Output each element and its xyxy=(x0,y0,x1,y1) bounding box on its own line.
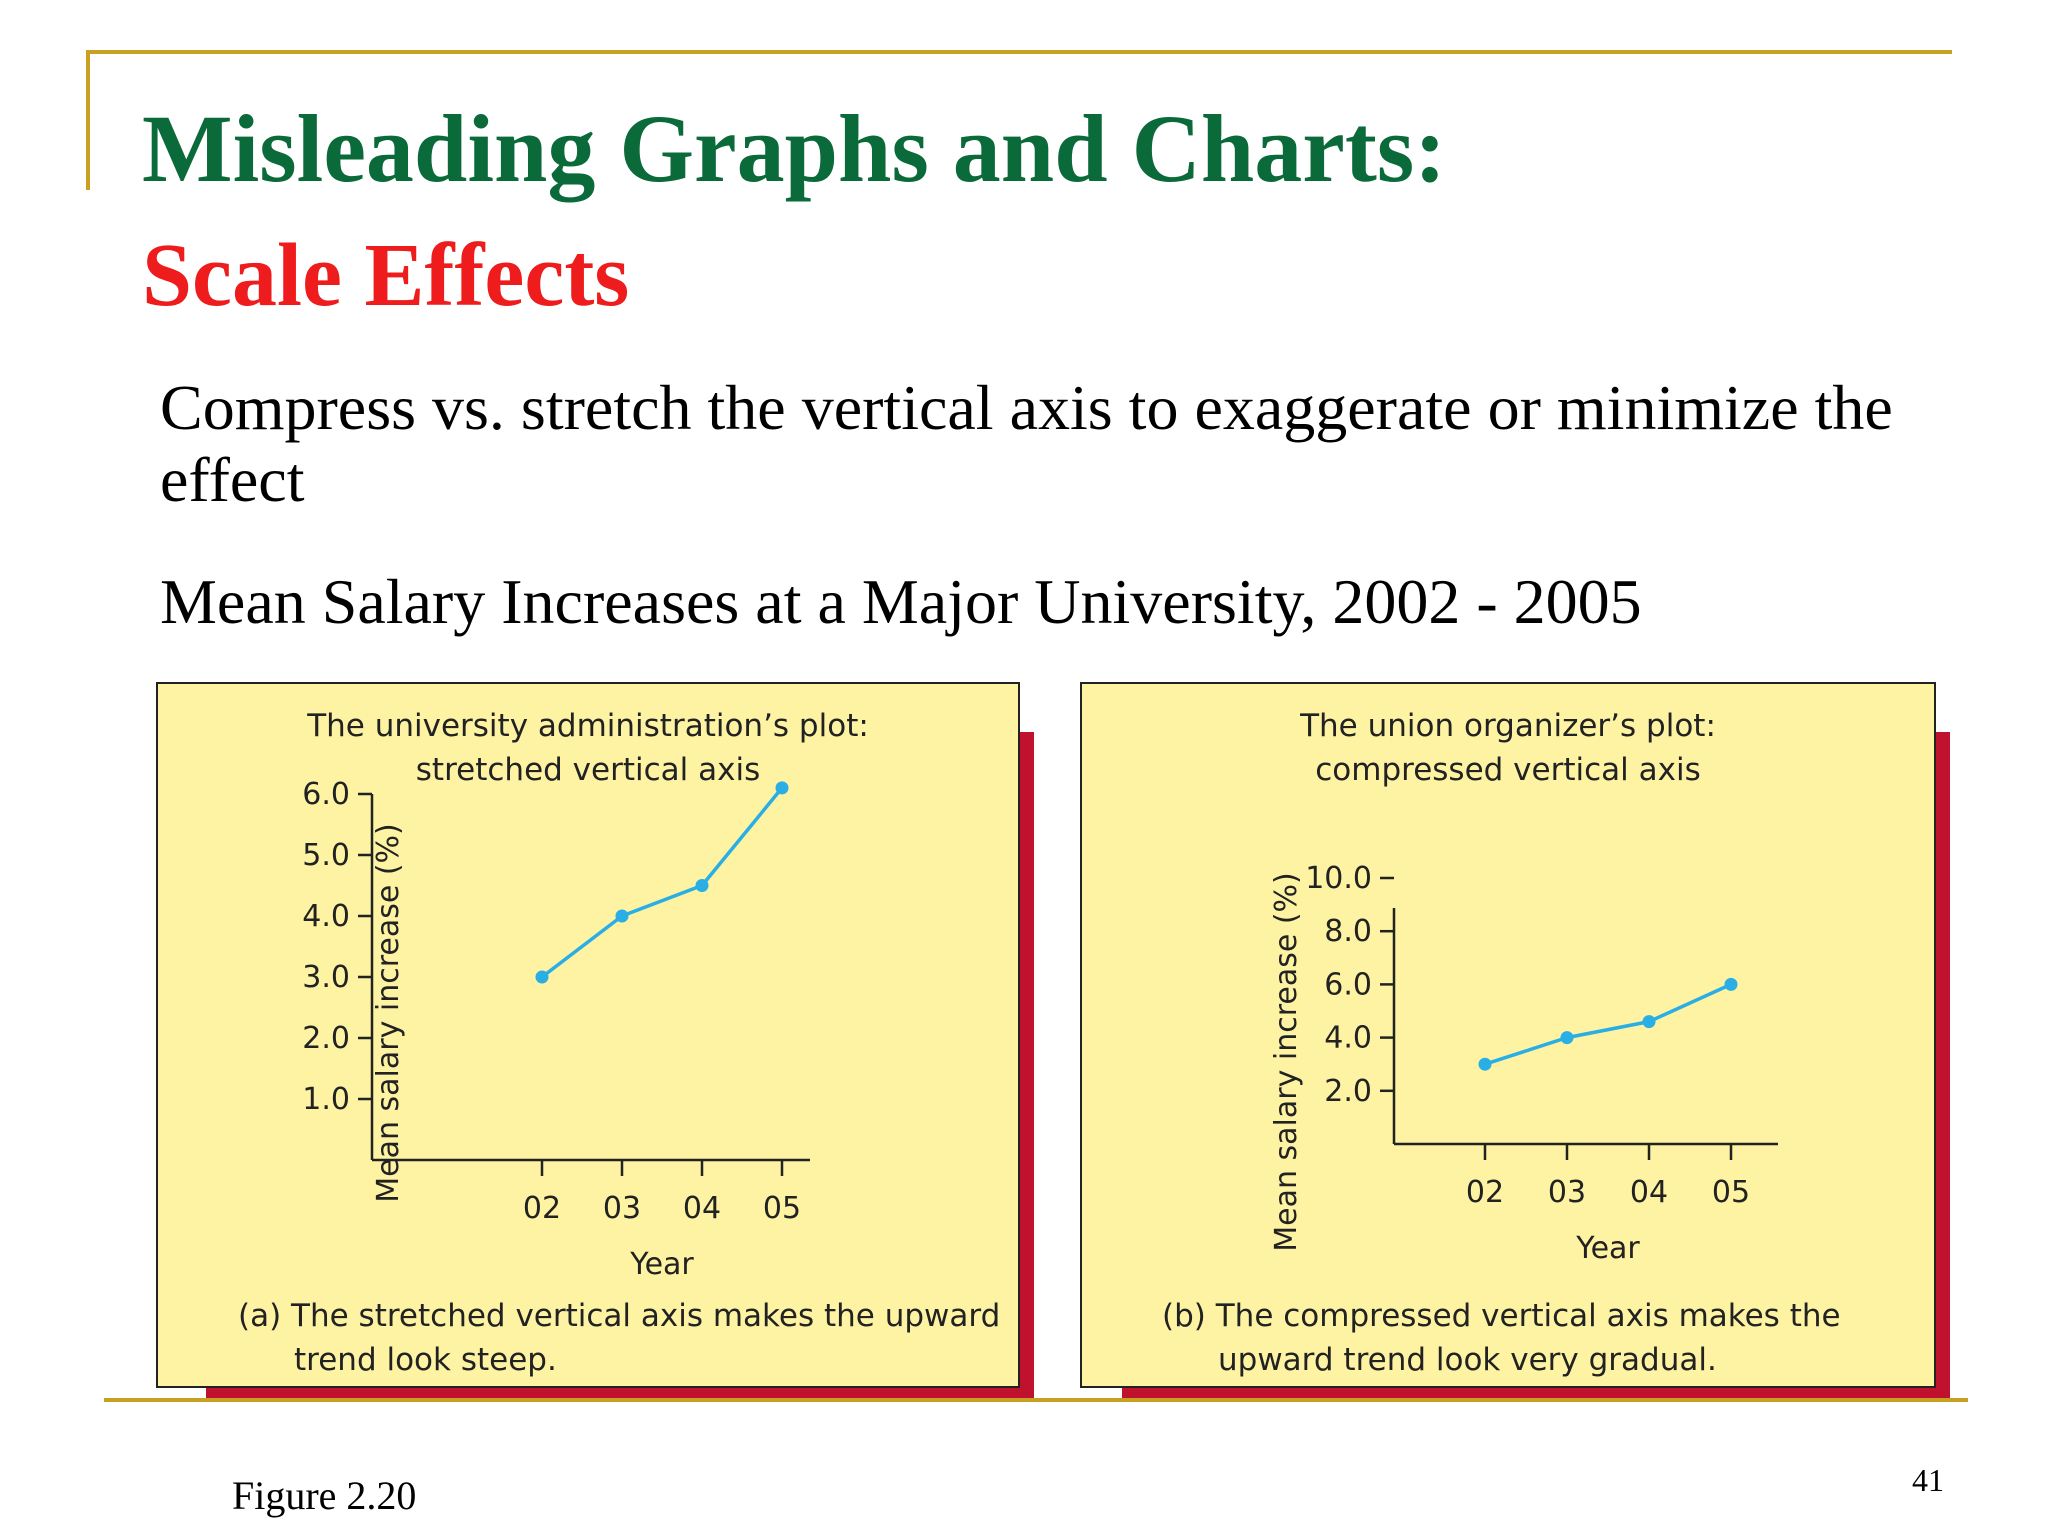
top-accent-rule xyxy=(86,50,1952,54)
left-accent-rule xyxy=(86,50,90,190)
panel-a-caption-text: The stretched vertical axis makes the up… xyxy=(291,1298,1001,1378)
panel-b-caption-text: The compressed vertical axis makes the u… xyxy=(1215,1298,1841,1378)
y-tick-label: 2.0 xyxy=(1324,1074,1372,1109)
slide-subtitle: Scale Effects xyxy=(142,226,630,325)
series-line xyxy=(1484,982,1732,1066)
y-tick-label: 3.0 xyxy=(302,960,350,995)
y-tick-label: 5.0 xyxy=(302,838,350,873)
panel-b: The union organizer’s plot: compressed v… xyxy=(1080,682,1936,1388)
series-line xyxy=(540,786,784,979)
slide-title: Misleading Graphs and Charts: xyxy=(142,95,1447,202)
x-tick-label: 02 xyxy=(523,1191,561,1226)
y-axis-title: Mean salary increase (%) xyxy=(371,823,406,1203)
y-tick-label: 4.0 xyxy=(1324,1021,1372,1056)
slide-body-text: Compress vs. stretch the vertical axis t… xyxy=(160,372,1893,515)
data-point xyxy=(695,879,709,892)
x-tick-label: 05 xyxy=(1712,1175,1750,1210)
panel-a-title: The university administration’s plot: st… xyxy=(158,704,1018,792)
panel-a-caption-label: (a) xyxy=(238,1298,282,1334)
data-point xyxy=(1478,1057,1492,1071)
data-point xyxy=(1724,977,1738,991)
page-number: 41 xyxy=(1912,1462,1944,1498)
x-axis-title: Year xyxy=(629,1247,694,1282)
panel-a: The university administration’s plot: st… xyxy=(156,682,1020,1388)
y-tick-label: 6.0 xyxy=(302,777,350,812)
data-point xyxy=(1642,1015,1656,1029)
y-tick-label: 4.0 xyxy=(302,899,350,934)
bottom-accent-rule xyxy=(104,1398,1968,1402)
y-axis-title: Mean salary increase (%) xyxy=(1269,872,1304,1252)
x-tick-label: 05 xyxy=(763,1191,801,1226)
figure-label: Figure 2.20 xyxy=(232,1473,417,1518)
x-tick-label: 03 xyxy=(1548,1175,1586,1210)
data-point xyxy=(1560,1031,1574,1045)
y-tick-label: 10.0 xyxy=(1305,861,1372,896)
x-tick-label: 02 xyxy=(1466,1175,1504,1210)
data-point xyxy=(615,909,629,923)
x-tick-label: 04 xyxy=(1630,1175,1668,1210)
chart-heading: Mean Salary Increases at a Major Univers… xyxy=(160,566,1642,637)
panel-a-chart: 1.0 2.0 3.0 4.0 5.0 6.0 02 03 04 05 Year Mean salar… xyxy=(302,777,810,1282)
x-tick-label: 04 xyxy=(683,1191,721,1226)
data-point xyxy=(775,781,789,795)
y-tick-label: 1.0 xyxy=(302,1082,350,1117)
panel-b-caption: (b) The compressed vertical axis makes t… xyxy=(1162,1294,1934,1382)
y-tick-label: 2.0 xyxy=(302,1021,350,1056)
data-point xyxy=(535,970,549,984)
panel-a-caption: (a) The stretched vertical axis makes th… xyxy=(238,1294,1014,1382)
x-tick-label: 03 xyxy=(603,1191,641,1226)
panel-a-title-line1: The university administration’s plot: xyxy=(307,708,869,744)
panel-b-title-line1: The union organizer’s plot: xyxy=(1300,708,1716,744)
panel-b-chart: 2.0 4.0 6.0 8.0 10.0 02 03 04 05 Year Mean salary … xyxy=(1269,861,1778,1266)
panel-a-title-line2: stretched vertical axis xyxy=(415,752,761,788)
x-axis-title: Year xyxy=(1575,1231,1640,1266)
panel-b-caption-label: (b) xyxy=(1162,1298,1206,1334)
y-tick-label: 6.0 xyxy=(1324,967,1372,1002)
panel-b-title: The union organizer’s plot: compressed v… xyxy=(1082,704,1934,792)
panel-b-title-line2: compressed vertical axis xyxy=(1315,752,1701,788)
y-tick-label: 8.0 xyxy=(1324,914,1372,949)
